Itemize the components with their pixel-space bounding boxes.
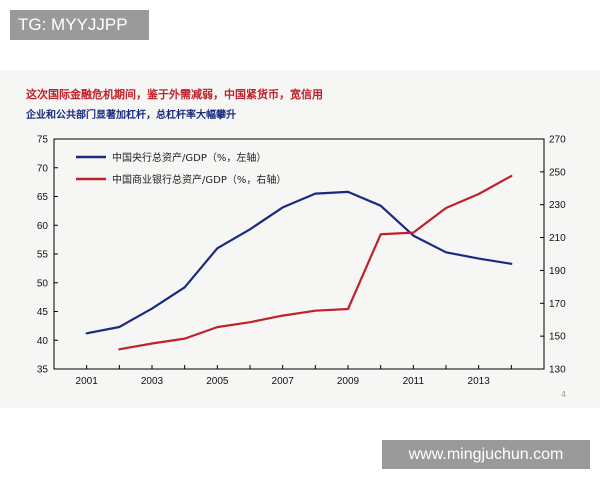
x-tick-label: 2013 (468, 376, 491, 387)
x-tick-label: 2003 (141, 376, 164, 387)
channel-tag: TG: MYYJJPP (10, 10, 149, 40)
legend-label: 中国央行总资产/GDP（%，左轴） (112, 151, 266, 164)
x-tick-label: 2011 (403, 376, 425, 387)
right-tick-label: 130 (549, 365, 566, 376)
right-tick-label: 190 (549, 266, 566, 277)
right-tick-label: 230 (549, 200, 566, 211)
x-tick-label: 2007 (272, 376, 295, 387)
right-tick-label: 150 (549, 332, 566, 343)
right-tick-label: 270 (549, 135, 566, 146)
x-tick-label: 2005 (206, 376, 229, 387)
right-tick-label: 210 (549, 233, 566, 244)
left-tick-label: 40 (37, 336, 49, 347)
right-tick-label: 170 (549, 299, 566, 310)
slide-subtitle: 企业和公共部门显著加杠杆，总杠杆率大幅攀升 (26, 110, 236, 121)
left-tick-label: 75 (37, 135, 49, 146)
series-line-central-bank (85, 190, 513, 335)
left-tick-label: 45 (37, 307, 49, 318)
series-line-commercial-banks (118, 174, 513, 351)
x-tick-label: 2009 (337, 376, 360, 387)
left-tick-label: 65 (37, 192, 49, 203)
left-tick-label: 50 (37, 278, 49, 289)
left-tick-label: 35 (37, 365, 49, 376)
plot-frame (53, 138, 545, 370)
page-number: 4 (561, 390, 567, 399)
slide-title: 这次国际金融危机期间，鉴于外需减弱，中国紧货币，宽信用 (26, 88, 323, 101)
legend-label: 中国商业银行总资产/GDP（%，右轴） (112, 173, 286, 186)
left-tick-label: 70 (37, 163, 49, 174)
x-tick-label: 2001 (76, 376, 99, 387)
slide-panel (0, 70, 600, 408)
right-tick-label: 250 (549, 167, 566, 178)
site-watermark: www.mingjuchun.com (382, 440, 590, 469)
left-tick-label: 55 (37, 250, 49, 261)
left-tick-label: 60 (37, 221, 49, 232)
